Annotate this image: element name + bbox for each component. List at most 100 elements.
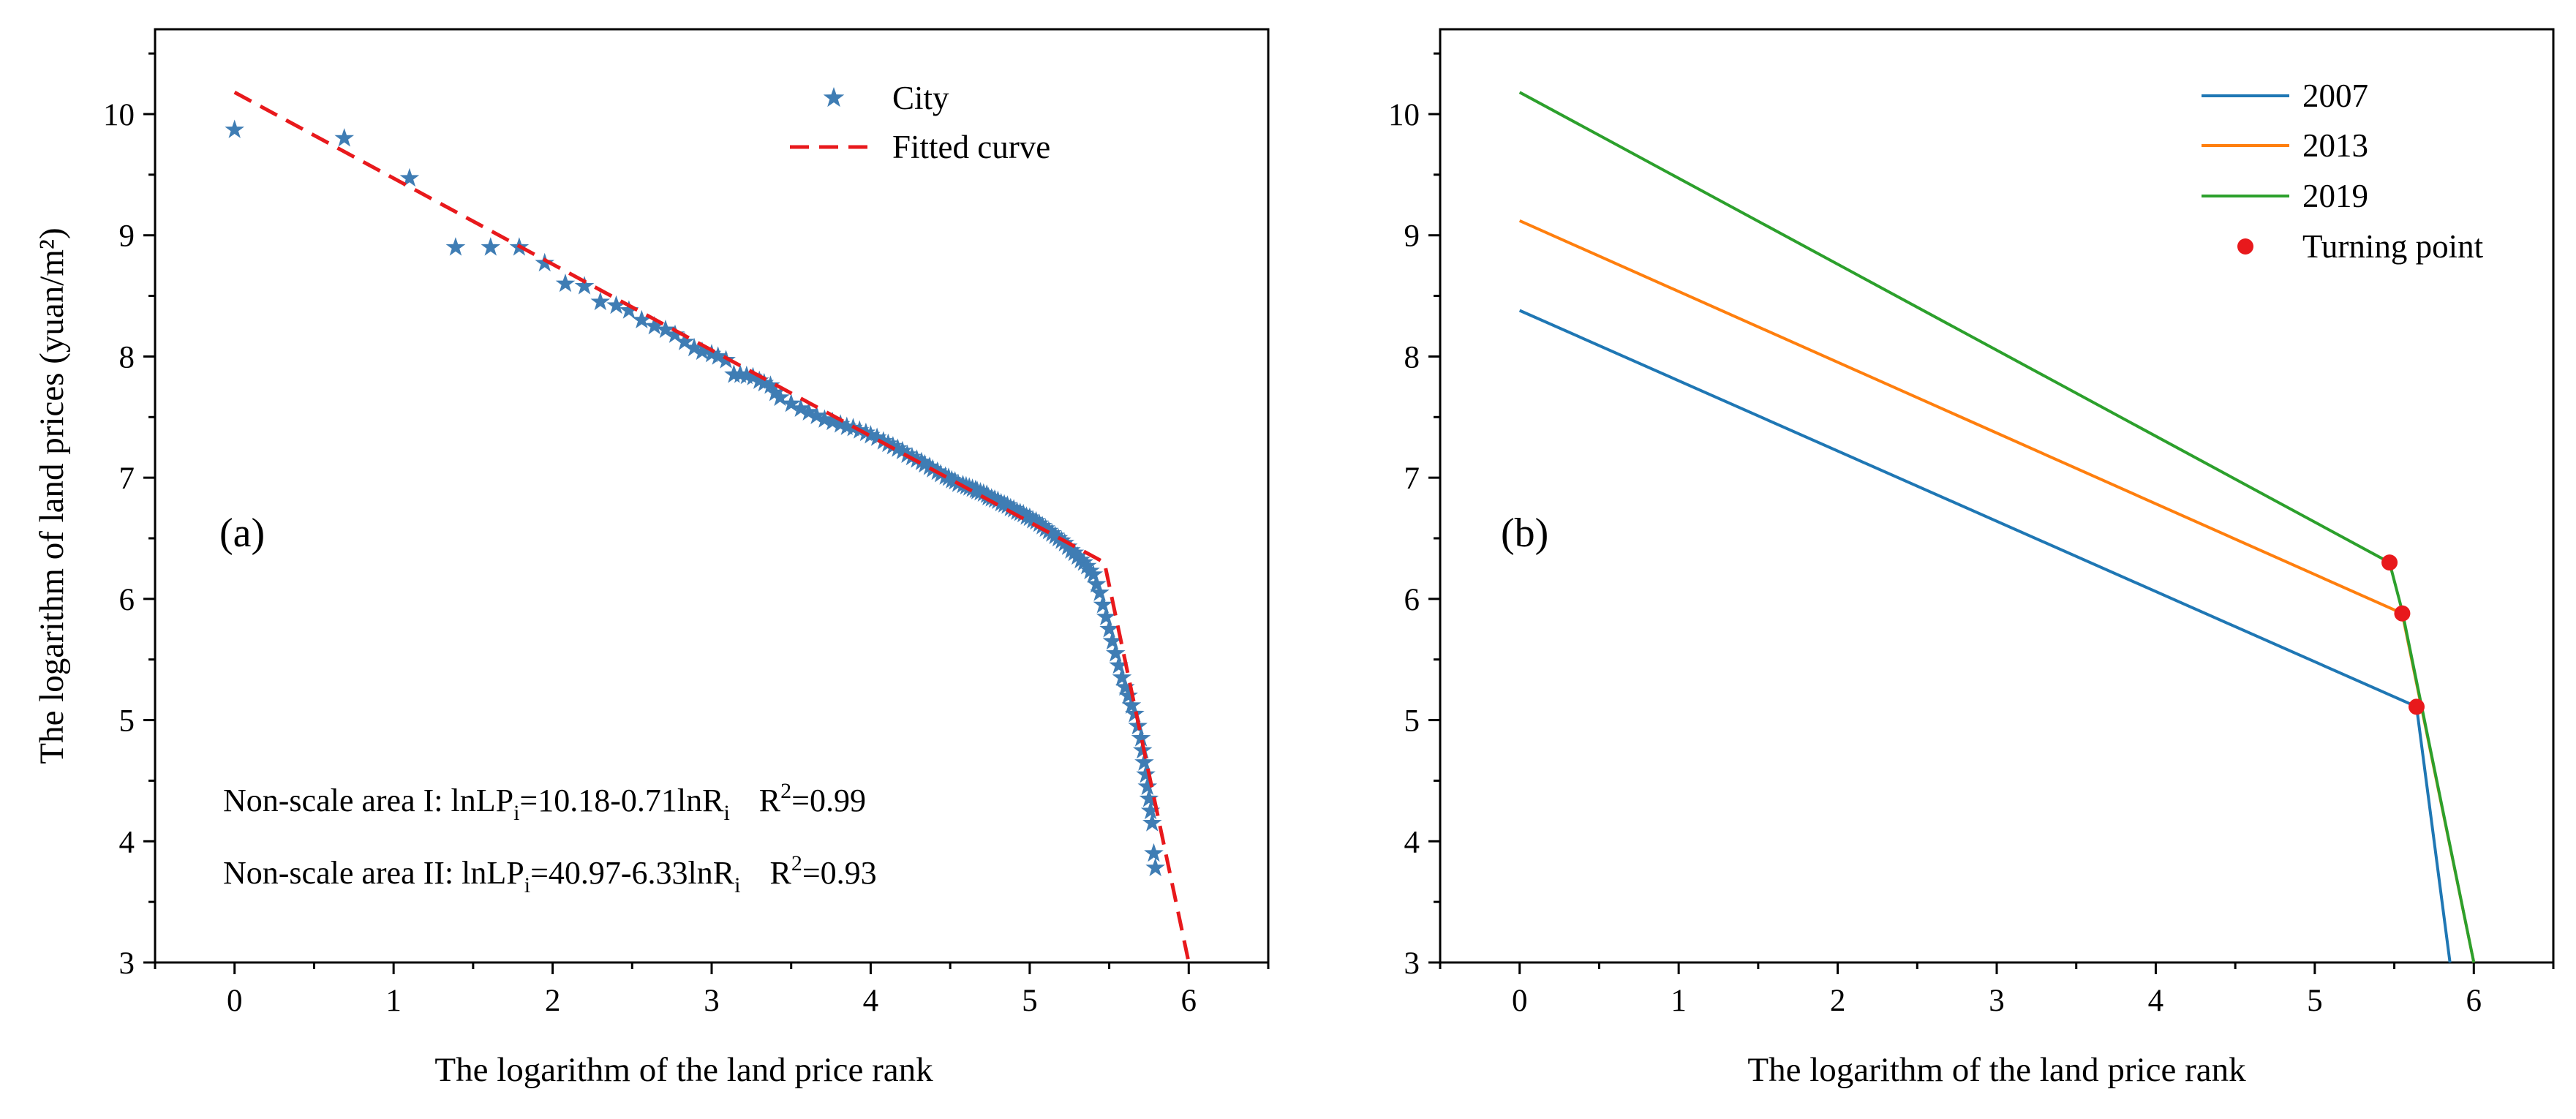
panel-b-legend: 2007 2013 2019 Turning point <box>2202 78 2484 265</box>
y-tick-label-a-6: 6 <box>119 583 135 617</box>
turning-point <box>2394 605 2411 622</box>
city-point <box>1086 574 1107 593</box>
y-tick-label-a-9: 9 <box>119 219 135 254</box>
city-point <box>883 436 903 455</box>
city-point <box>1067 546 1088 565</box>
city-point <box>1112 667 1132 686</box>
city-point <box>655 320 676 339</box>
legend-entry-fitted-curve: Fitted curve <box>892 129 1050 165</box>
city-point <box>1077 556 1097 575</box>
city-point <box>919 456 940 475</box>
x-tick-label-b-5: 5 <box>2307 984 2323 1018</box>
city-point <box>555 274 576 293</box>
panel-a-marks <box>225 91 1191 963</box>
city-point <box>1115 677 1135 696</box>
city-point <box>1026 510 1046 530</box>
city-point <box>1099 619 1119 638</box>
city-point <box>807 405 826 424</box>
panel-b-label: (b) <box>1501 510 1548 556</box>
eq1-r2: =0.99 <box>791 783 866 818</box>
city-point <box>743 366 763 385</box>
city-point <box>938 467 959 486</box>
eq1-main: Non-scale area I: lnLP <box>223 783 513 818</box>
eq1-sub: i <box>513 801 519 825</box>
eq1-r: R <box>759 783 781 818</box>
turning-point <box>2409 698 2425 715</box>
eq2-r: R <box>769 855 791 891</box>
series-line-2007 <box>1518 309 2452 963</box>
x-tick-label-a-0: 0 <box>227 984 243 1018</box>
city-point <box>225 119 244 138</box>
y-tick-label-a-7: 7 <box>119 461 135 496</box>
city-point <box>1109 655 1129 674</box>
x-tick-label-a-1: 1 <box>385 984 402 1018</box>
y-tick-label-a-10: 10 <box>103 98 135 132</box>
y-tick-label-a-3: 3 <box>119 946 135 981</box>
city-point <box>619 300 639 319</box>
city-point <box>1145 857 1165 877</box>
city-point <box>1131 728 1151 747</box>
city-point <box>1093 595 1113 614</box>
city-point <box>1036 518 1055 538</box>
city-point <box>1136 764 1156 783</box>
panel-a-y-axis-title: The logarithm of land prices (yuan/m²) <box>33 227 71 764</box>
x-tick-label-a-2: 2 <box>545 984 561 1018</box>
x-tick-label-b-2: 2 <box>1830 984 1846 1018</box>
city-point <box>1134 752 1154 771</box>
eq2-mid: =40.97-6.33lnR <box>530 855 735 891</box>
city-point <box>830 414 851 433</box>
x-tick-label-a-3: 3 <box>704 984 720 1018</box>
y-tick-label-a-5: 5 <box>119 704 135 739</box>
x-tick-label-a-5: 5 <box>1022 984 1038 1018</box>
city-point <box>888 438 908 457</box>
panel-b: 0 1 2 3 4 5 6 3 4 5 6 7 8 9 10 (b) The logarithm of th… <box>1388 28 2555 1089</box>
city-point <box>1083 564 1104 583</box>
city-point <box>799 402 818 421</box>
x-tick-label-b-1: 1 <box>1671 984 1687 1018</box>
city-point <box>1020 507 1040 527</box>
panel-b-marks <box>1518 91 2476 963</box>
panel-a-ticks: 0 1 2 3 4 5 6 3 4 5 6 7 8 9 10 <box>103 52 1270 1018</box>
city-point <box>902 447 922 466</box>
city-point <box>1106 643 1126 662</box>
city-point <box>1058 536 1078 555</box>
x-tick-label-b-4: 4 <box>2148 984 2164 1018</box>
city-point <box>861 425 881 444</box>
panel-a-legend: City Fitted curve <box>790 80 1050 165</box>
city-point <box>781 393 801 412</box>
x-tick-label-b-3: 3 <box>1989 984 2005 1018</box>
legend-entry-city: City <box>892 80 949 116</box>
city-point <box>822 411 843 431</box>
y-tick-label-a-4: 4 <box>119 825 135 859</box>
legend-entry-2013: 2013 <box>2302 127 2368 164</box>
y-tick-label-b-9: 9 <box>1404 219 1420 254</box>
city-point <box>701 344 722 363</box>
series-line-2019 <box>1518 91 2476 963</box>
city-point <box>606 295 626 314</box>
city-point <box>1042 523 1062 542</box>
city-point <box>1144 843 1164 862</box>
city-point <box>1045 525 1065 544</box>
city-point <box>1142 813 1162 832</box>
panel-a-label: (a) <box>219 510 265 556</box>
city-point <box>915 453 935 473</box>
city-point <box>761 375 780 394</box>
city-point <box>878 433 898 453</box>
y-tick-label-b-7: 7 <box>1404 461 1420 496</box>
city-point <box>1064 542 1085 562</box>
city-point <box>867 427 887 446</box>
panel-b-frame <box>1439 28 2555 964</box>
city-point <box>574 276 595 295</box>
city-point <box>684 337 704 357</box>
city-point <box>1071 549 1091 569</box>
city-point <box>399 167 420 187</box>
city-point <box>692 341 712 361</box>
panel-a: 0 1 2 3 4 5 6 3 4 5 6 7 8 9 10 (a) The logarithm of la… <box>33 28 1270 1089</box>
city-point <box>1029 513 1050 532</box>
city-point <box>998 495 1017 514</box>
legend-turning-point-dot <box>2237 238 2253 255</box>
city-point <box>907 449 927 468</box>
city-point <box>1074 552 1094 571</box>
annotation-non-scale-area-1: Non-scale area I: lnLPi=10.18-0.71lnRi R2… <box>223 779 866 825</box>
